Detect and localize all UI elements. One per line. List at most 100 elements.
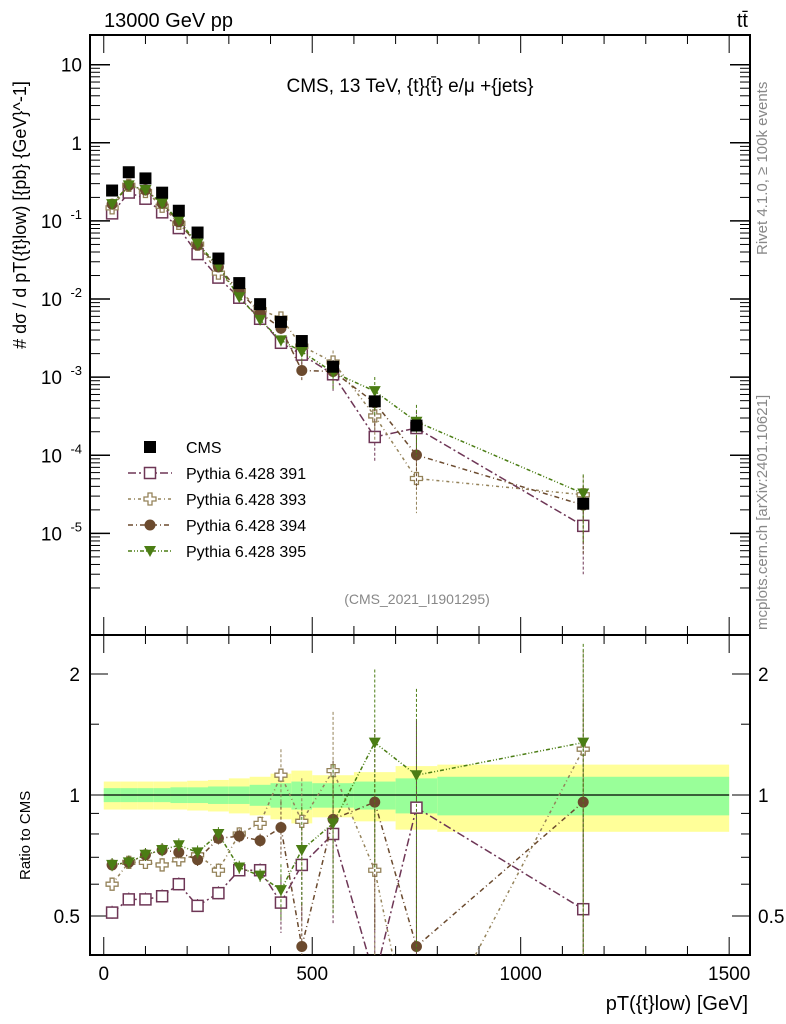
y-tick-label: 10 <box>41 524 62 545</box>
legend-marker <box>143 466 157 480</box>
data-point <box>233 292 246 304</box>
series-line <box>144 189 163 204</box>
data-point <box>172 840 185 852</box>
ratio-series-line <box>238 822 261 835</box>
ratio-y-tick-label: 0.5 <box>758 907 784 928</box>
ratio-data <box>105 643 590 956</box>
data-point <box>192 854 204 866</box>
data-point <box>295 844 308 856</box>
series-line <box>144 190 163 207</box>
data-point <box>274 335 287 347</box>
x-tick-label: 1000 <box>500 964 542 985</box>
cms-data-point <box>172 204 185 217</box>
ratio-y-tick-label: 2 <box>69 665 80 686</box>
data-point <box>410 770 423 782</box>
data-point <box>155 858 169 872</box>
ratio-series-line <box>301 819 334 947</box>
ratio-series-line <box>280 849 303 891</box>
data-point <box>295 814 309 828</box>
cms-data-point <box>295 335 308 348</box>
ratio-series-line <box>416 741 584 776</box>
data-point <box>191 899 204 913</box>
ratio-series-line <box>474 748 584 956</box>
ratio-series-line <box>280 864 303 903</box>
data-point <box>212 828 225 840</box>
cms-data-point <box>274 315 287 328</box>
series-line <box>332 373 376 438</box>
data-point <box>172 877 186 891</box>
cms-data-point <box>254 298 267 311</box>
data-point <box>122 893 136 906</box>
header-final-state: tt̄ <box>737 10 749 32</box>
ratio-series-line <box>332 801 376 821</box>
data-point <box>191 847 204 859</box>
series-line <box>280 327 303 371</box>
data-point <box>233 830 245 842</box>
legend: CMS Pythia 6.428 391 Pythia 6.428 393 Pythi… <box>128 440 306 561</box>
rivet-label: Rivet 4.1.0, ≥ 100k events <box>754 82 771 255</box>
series-line <box>280 339 303 353</box>
x-axis-label: pT({t}low) [GeV] <box>606 993 748 1015</box>
cms-data-point <box>212 252 225 265</box>
data-point <box>156 198 169 210</box>
ratio-series-line <box>217 833 240 868</box>
series-line <box>301 351 334 373</box>
ratio-y-tick-label: 1 <box>69 786 80 807</box>
series-line <box>259 308 282 319</box>
ratio-y-tick-label: 1 <box>758 786 769 807</box>
series-line <box>332 361 376 417</box>
y-tick-label: 10 <box>41 368 62 389</box>
y-tick-label: 10 <box>41 446 62 467</box>
data-point <box>191 238 204 250</box>
data-point <box>139 849 152 861</box>
legend-label: Pythia 6.428 391 <box>186 466 306 483</box>
ratio-series-line <box>332 833 369 956</box>
ratio-series-line <box>197 833 219 853</box>
data-point <box>138 855 153 869</box>
cms-data-point <box>106 184 119 197</box>
data-point <box>122 180 135 192</box>
y-tick-label: 1 <box>71 134 82 155</box>
series-line <box>374 390 417 423</box>
data-point <box>172 215 185 227</box>
series-line <box>217 265 240 298</box>
data-point <box>105 906 119 919</box>
data-point <box>254 870 267 882</box>
ratio-y-tick-label: 0.5 <box>54 907 80 928</box>
legend-marker <box>143 492 157 506</box>
data-point <box>577 737 590 749</box>
ratio-series-line <box>280 827 303 947</box>
ratio-series-line <box>416 807 584 910</box>
data-point <box>368 737 381 749</box>
legend-label: Pythia 6.428 395 <box>186 544 306 561</box>
data-point <box>327 818 340 830</box>
data-point <box>172 853 186 867</box>
data-point <box>106 859 119 871</box>
ratio-series-line <box>217 833 240 871</box>
series-line <box>332 370 376 404</box>
data-point <box>211 863 226 877</box>
series-line <box>416 427 584 527</box>
series-line <box>161 205 180 224</box>
y-tick-exponent: -5 <box>70 519 82 534</box>
y-tick-exponent: -2 <box>70 285 82 300</box>
data-point <box>139 893 152 906</box>
y-tick-exponent: -1 <box>70 207 82 222</box>
series-line <box>374 415 418 479</box>
y-tick-label: 10 <box>61 56 82 77</box>
cms-data-point <box>368 395 381 408</box>
data-point <box>253 816 267 831</box>
cms-data-point <box>233 277 246 290</box>
data-point <box>106 199 119 211</box>
data-point <box>173 846 185 858</box>
data-point <box>577 488 590 500</box>
data-point <box>410 801 423 814</box>
series-line <box>416 477 584 496</box>
y-axis-label: # dσ / d pT({t}low) [{pb} {GeV}^-1] <box>10 81 30 349</box>
data-point <box>274 885 287 897</box>
ratio-y-tick-label: 2 <box>758 665 769 686</box>
ratio-series-line <box>374 801 418 947</box>
data-point <box>254 314 267 326</box>
y-tick-exponent: -4 <box>70 441 82 456</box>
